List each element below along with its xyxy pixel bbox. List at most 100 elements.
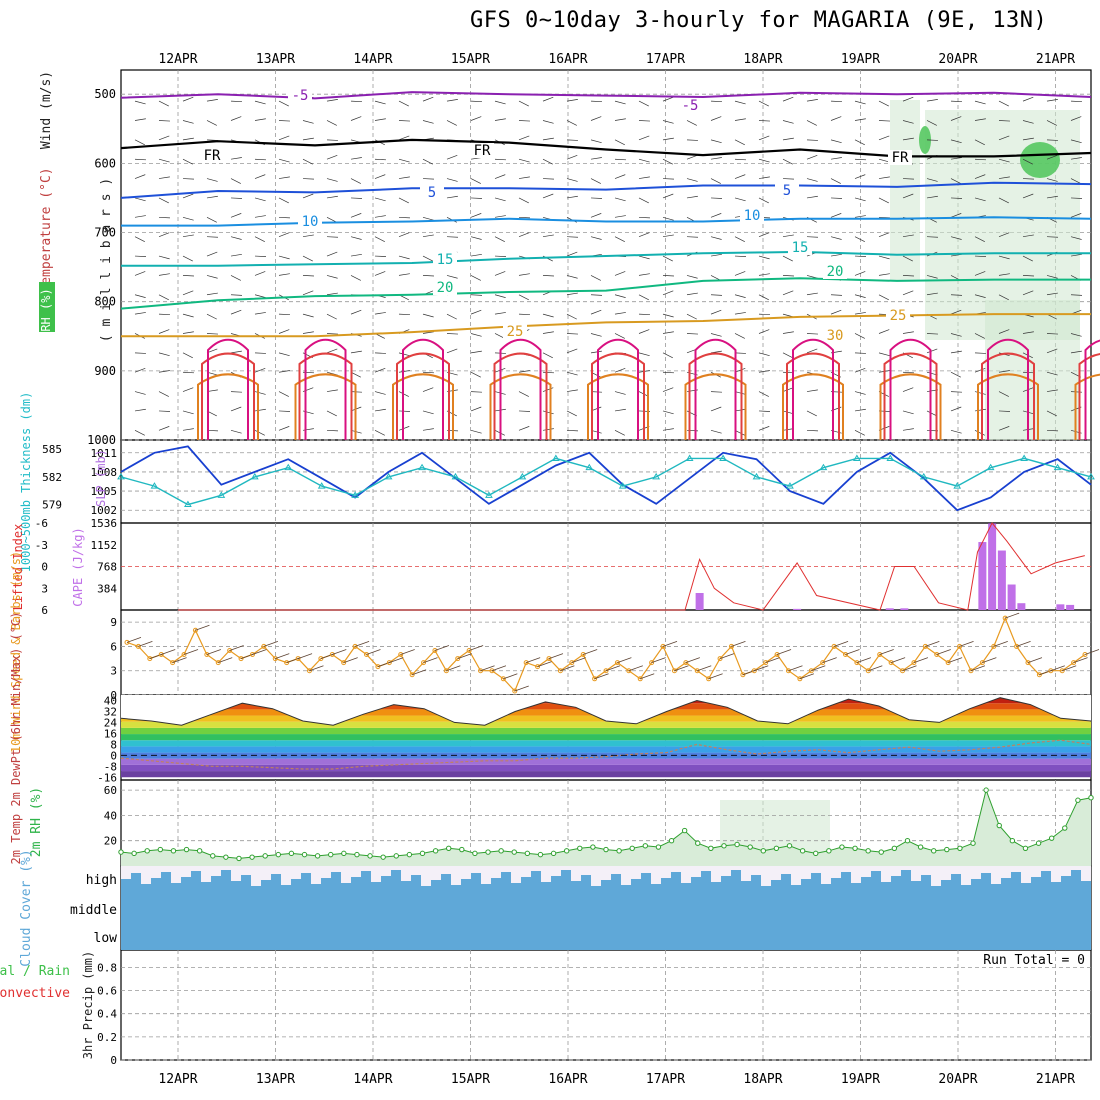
wind-barb: [1046, 371, 1058, 376]
wind-barb: [326, 348, 338, 354]
contour-label-bg: [775, 183, 799, 198]
temp-band: [121, 721, 1091, 728]
wind-barb-10m: [263, 641, 278, 647]
wind-barb: [398, 313, 411, 316]
rh-marker: [957, 845, 963, 851]
wind-barb: [926, 139, 939, 141]
contour-label: 5: [783, 183, 791, 199]
surface-isotherm: [981, 352, 1035, 440]
wind-barb: [350, 253, 362, 257]
wind-barb: [614, 100, 626, 105]
wind-barb-10m: [685, 657, 700, 663]
wind-barb: [998, 120, 1011, 122]
wind-speed-marker: [135, 643, 141, 649]
wind-barb: [782, 352, 793, 359]
wind-barb: [278, 370, 290, 373]
wind-barb: [782, 255, 793, 262]
wind-barb-10m: [434, 645, 450, 651]
wind-tick: 9: [110, 616, 117, 629]
contour-label-bg: [433, 280, 457, 295]
cloud-high-gap: [1041, 866, 1051, 871]
cloud-high-gap: [561, 866, 571, 870]
wind-barb: [758, 135, 770, 141]
wind-speed-marker: [227, 647, 233, 653]
wind-barb: [518, 410, 531, 412]
cloud-high-gap: [951, 866, 961, 874]
rh-marker: [865, 848, 871, 854]
cloud-high-gap: [861, 866, 871, 877]
panel-frame-precip: [120, 949, 1092, 1061]
wind-barb: [854, 158, 867, 161]
wind-barb: [1046, 178, 1058, 182]
wind-barb: [350, 309, 362, 315]
wind-barb-10m: [879, 649, 894, 655]
wind-barb: [302, 234, 314, 238]
wind-speed-marker: [386, 660, 392, 666]
date-label-bottom: 15APR: [451, 1072, 490, 1087]
cloud-high-gap: [161, 866, 171, 872]
wind-speed-marker: [1025, 660, 1031, 666]
wind-barb: [158, 329, 170, 334]
wind-barb: [830, 253, 842, 257]
wind-barb: [734, 391, 746, 395]
li-tick: 6: [41, 604, 48, 617]
surface-isotherm: [889, 338, 932, 440]
wind-barb: [302, 275, 315, 277]
wind-speed-marker: [466, 647, 472, 653]
wind-barb: [566, 99, 578, 102]
wind-barb: [998, 410, 1011, 412]
cloud-high-gap: [451, 866, 461, 885]
rh-marker: [563, 848, 570, 854]
wind-barb: [326, 313, 337, 320]
wind-barb: [230, 253, 242, 257]
cape-tick: 1152: [91, 539, 118, 552]
temp-tick: -8: [104, 760, 117, 773]
lifted-index-line: [178, 522, 1085, 611]
wind-barb: [470, 391, 483, 393]
wind-barb: [254, 294, 266, 298]
wind-barb: [182, 158, 193, 165]
wind-barb: [326, 410, 337, 417]
wind-barb: [518, 216, 531, 219]
wind-speed-marker: [785, 668, 791, 674]
wind-barb: [254, 271, 266, 276]
cloud-high-gap: [351, 866, 361, 877]
cloud-high-gap: [781, 866, 791, 874]
wind-barb: [566, 236, 579, 238]
ylabel-slp: SLP (mb): [94, 449, 108, 507]
wind-barb: [926, 236, 939, 238]
wind-barb: [710, 406, 722, 412]
contour-label-bg: [788, 240, 812, 255]
cloud-high-gap: [901, 866, 911, 870]
wind-barb: [302, 313, 314, 318]
wind-barb: [422, 410, 434, 415]
wind-barb: [542, 96, 554, 102]
wind-barb: [326, 236, 339, 238]
wind-barb: [878, 100, 889, 107]
wind-barb: [206, 313, 217, 320]
wind-barb: [998, 426, 1010, 431]
wind-barb: [182, 216, 194, 221]
rh-marker: [734, 841, 740, 848]
wind-barb: [902, 371, 915, 374]
cloud-high-gap: [851, 866, 861, 883]
temp-line: [120, 697, 1092, 726]
cloud-high-gap: [881, 866, 891, 882]
wind-barb: [326, 139, 339, 141]
wind-barb: [998, 329, 1010, 334]
wind-barb: [1022, 158, 1033, 165]
rh-marker: [996, 822, 1002, 829]
thickness-marker: [652, 472, 661, 480]
wind-barb: [158, 100, 169, 107]
cape-bar: [978, 542, 987, 610]
date-label-bottom: 13APR: [256, 1072, 295, 1087]
wind-barb: [422, 120, 434, 124]
wind-barb: [686, 313, 697, 320]
wind-barb: [950, 391, 963, 393]
rh-marker: [786, 843, 793, 849]
cloud-high-gap: [181, 866, 191, 877]
wind-barb: [662, 313, 674, 318]
wind-barb: [758, 352, 770, 357]
wind-barb-10m: [503, 673, 518, 680]
cloud-high-gap: [761, 866, 771, 886]
